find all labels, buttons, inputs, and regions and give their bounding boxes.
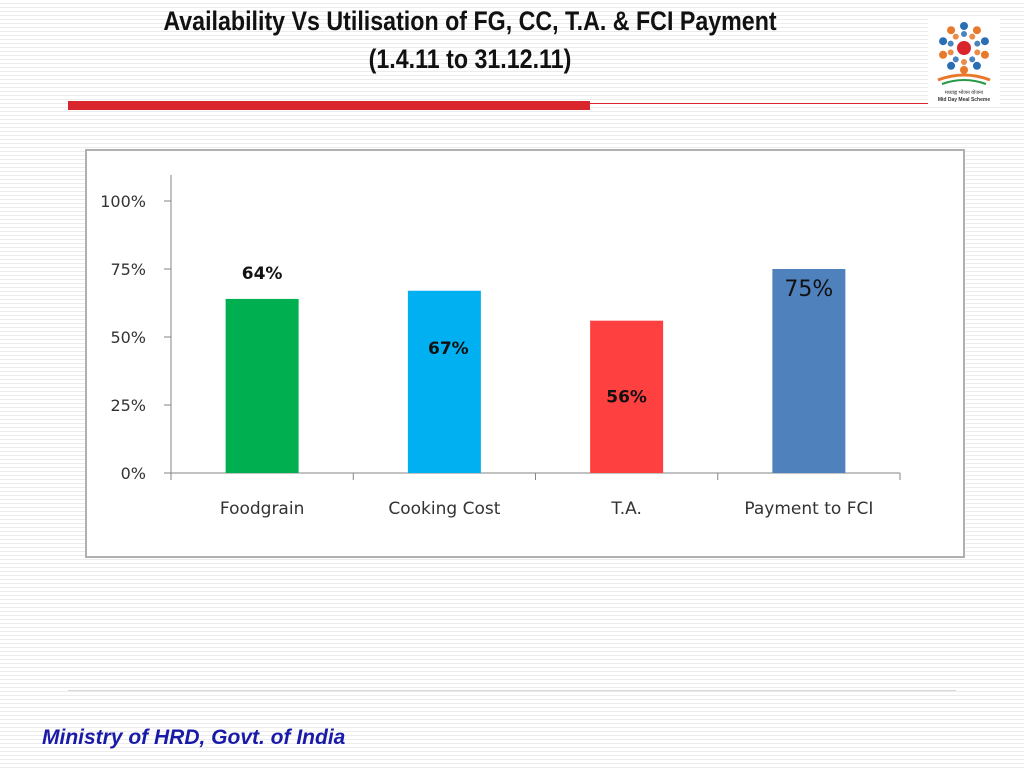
mid-day-meal-logo: मध्याह्न भोजन योजना Mid Day Meal Scheme [928, 18, 1000, 104]
category-label: Foodgrain [220, 499, 304, 519]
y-tick-label: 25% [110, 396, 146, 415]
logo-figure-head [939, 37, 948, 46]
logo-figure-body [952, 33, 959, 40]
logo-figure-head [960, 22, 968, 30]
category-label: Cooking Cost [388, 499, 500, 519]
logo-figure-body [974, 40, 981, 47]
logo-figure-body [974, 49, 981, 56]
logo-figure-body [947, 40, 954, 47]
footer-divider [68, 690, 956, 691]
bar-t-a [590, 320, 664, 473]
logo-text-hindi: मध्याह्न भोजन योजना [944, 90, 984, 96]
logo-figure-head [972, 26, 981, 35]
logo-figure-head [980, 37, 989, 46]
logo-figure-head [960, 66, 968, 74]
slide-title-line-2: (1.4.11 to 31.12.11) [368, 44, 572, 74]
logo-figure-body [952, 56, 959, 63]
bar-cooking-cost [407, 290, 481, 473]
y-tick-label: 75% [110, 260, 146, 279]
logo-figure-body [947, 49, 954, 56]
logo-figure-head [939, 50, 948, 59]
title-accent-line [590, 103, 930, 104]
logo-center [957, 41, 971, 55]
logo-emblem-icon [937, 22, 991, 85]
footer-ministry-text: Ministry of HRD, Govt. of India [42, 726, 346, 749]
logo-figure-head [980, 50, 989, 59]
data-label: 56% [606, 388, 647, 408]
logo-bowl-arc-inner [941, 79, 987, 85]
logo-figure-head [947, 61, 956, 70]
logo-text-english: Mid Day Meal Scheme [937, 97, 991, 103]
y-tick-label: 100% [100, 192, 146, 211]
data-label: 75% [784, 277, 833, 302]
logo-figure-body [961, 31, 967, 37]
logo-bowl-arc [937, 73, 991, 82]
title-accent-bar [68, 101, 590, 110]
bar-payment-to-fci [772, 269, 846, 473]
slide-title-line-1: Availability Vs Utilisation of FG, CC, T… [163, 6, 777, 36]
logo-figure-body [961, 59, 967, 65]
bar-foodgrain [225, 298, 299, 473]
y-tick-label: 50% [110, 328, 146, 347]
category-label: Payment to FCI [744, 499, 873, 519]
chart-frame: 0% 25% 50% 75% 100% 64% Foodgrain 67% Cooking Co… [85, 149, 965, 558]
data-label: 64% [242, 264, 283, 284]
category-label: T.A. [610, 499, 642, 519]
logo-figure-body [969, 56, 976, 63]
bar-chart: 0% 25% 50% 75% 100% 64% Foodgrain 67% Cooking Co… [100, 175, 901, 519]
slide-title: Availability Vs Utilisation of FG, CC, T… [117, 2, 822, 78]
logo-figure-head [972, 61, 981, 70]
logo-figure-head [947, 26, 956, 35]
logo-figure-body [969, 33, 976, 40]
y-tick-label: 0% [121, 464, 146, 483]
data-label: 67% [428, 339, 469, 359]
